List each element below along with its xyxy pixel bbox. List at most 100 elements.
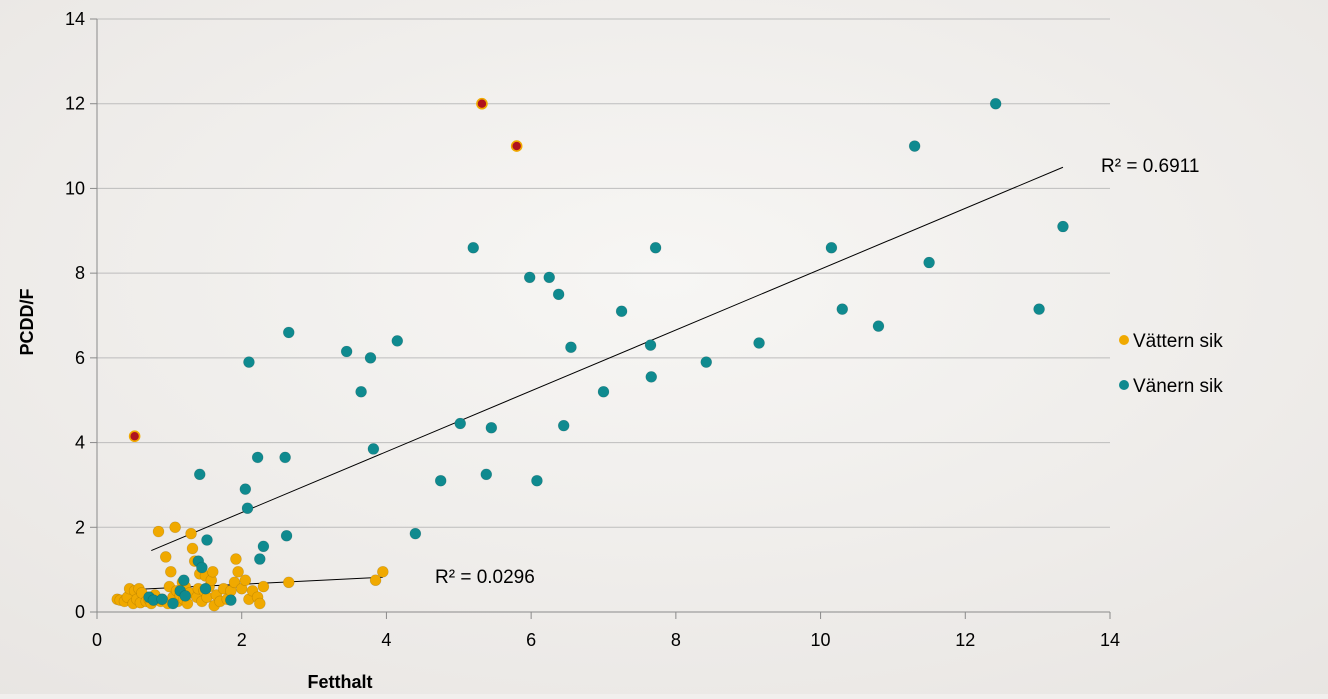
point-vattern-51 [228, 576, 241, 589]
point-vanern-46 [825, 241, 838, 254]
point-vanern-24 [364, 352, 377, 364]
point-vanern-31 [480, 468, 493, 481]
point-vanern-28 [434, 474, 447, 487]
point-vattern-60 [257, 580, 270, 593]
point-vanern-43 [649, 241, 662, 254]
x-tick-label-6: 6 [526, 630, 536, 650]
point-vanern-32 [485, 421, 498, 434]
y-tick-label-8: 8 [75, 263, 85, 283]
x-tick-label-4: 4 [381, 630, 391, 650]
x-tick-label-2: 2 [237, 630, 247, 650]
legend-label-vanern: Vänern sik [1133, 376, 1223, 397]
legend-marker-vanern [1119, 380, 1129, 390]
point-vanern-3 [167, 597, 179, 610]
y-tick-label-4: 4 [75, 433, 85, 453]
point-vattern-63 [377, 565, 389, 578]
legend: Vättern sik Vänern sik [1119, 331, 1223, 397]
data-points [111, 97, 1069, 612]
point-vanern-6 [179, 590, 192, 602]
x-tick-label-10: 10 [811, 630, 831, 650]
point-vanern-21 [282, 326, 295, 339]
point-vanern-50 [923, 256, 935, 269]
point-vanern-9 [196, 561, 208, 574]
point-vanern-33 [523, 271, 536, 284]
r2-label-vattern: R² = 0.0296 [435, 567, 535, 588]
point-vattern-61 [282, 576, 295, 589]
y-tick-label-12: 12 [65, 94, 85, 114]
point-vanern-40 [615, 305, 628, 318]
point-outlier-0 [128, 430, 141, 443]
point-vanern-49 [908, 140, 921, 152]
point-vattern-44 [206, 565, 219, 578]
point-vanern-23 [355, 385, 367, 398]
x-axis-title: Fetthalt [308, 672, 373, 692]
point-vanern-51 [989, 97, 1002, 110]
point-vanern-15 [243, 356, 255, 368]
x-tick-label-12: 12 [955, 630, 975, 650]
point-outlier-2 [510, 140, 523, 152]
point-vanern-34 [531, 474, 543, 487]
point-vanern-17 [254, 553, 266, 565]
legend-marker-vattern [1119, 335, 1129, 345]
point-vanern-29 [454, 417, 467, 430]
point-vanern-14 [241, 502, 254, 515]
x-tick-label-8: 8 [671, 630, 681, 650]
trendline-vanern [151, 166, 1064, 552]
point-vanern-41 [644, 339, 657, 351]
point-vanern-5 [178, 574, 190, 587]
point-vattern-52 [230, 553, 242, 565]
y-tick-label-10: 10 [65, 178, 85, 198]
point-outlier-1 [476, 97, 488, 110]
point-vanern-12 [225, 594, 237, 606]
point-vanern-52 [1033, 303, 1045, 315]
point-vattern-55 [239, 574, 252, 587]
point-vanern-10 [199, 582, 212, 595]
point-vanern-22 [340, 345, 353, 358]
point-vanern-27 [409, 527, 422, 540]
point-vattern-59 [254, 597, 266, 610]
point-vanern-48 [872, 320, 885, 332]
point-vanern-44 [700, 356, 713, 368]
y-tick-label-6: 6 [75, 348, 85, 368]
point-vanern-39 [597, 385, 610, 398]
x-tick-label-0: 0 [92, 630, 102, 650]
axes [90, 18, 1111, 619]
point-vattern-23 [169, 521, 181, 534]
point-vattern-15 [152, 525, 165, 538]
point-vanern-35 [543, 271, 556, 284]
point-vanern-37 [557, 419, 570, 432]
y-axis-title: PCDD/F [17, 288, 37, 355]
point-vanern-42 [645, 371, 658, 383]
point-vanern-11 [201, 534, 213, 546]
point-vanern-20 [280, 529, 293, 542]
point-vanern-18 [257, 540, 270, 553]
point-vattern-21 [165, 565, 177, 578]
point-vanern-8 [193, 468, 206, 481]
point-vanern-30 [467, 241, 480, 254]
point-vanern-13 [239, 483, 252, 495]
y-tick-label-2: 2 [75, 517, 85, 537]
point-vattern-18 [159, 551, 172, 563]
point-vattern-33 [186, 542, 199, 555]
x-tick-label-14: 14 [1100, 630, 1120, 650]
point-vanern-25 [367, 443, 380, 455]
point-vanern-38 [565, 341, 577, 354]
gridlines [97, 18, 1110, 528]
point-vanern-16 [251, 451, 264, 464]
legend-label-vattern: Vättern sik [1133, 331, 1223, 352]
point-vanern-19 [279, 451, 291, 464]
point-vattern-53 [232, 565, 244, 578]
labels: 0 2 4 6 8 10 12 14 0 2 4 6 8 10 12 14 R² = 0.0296 R² = 0.… [65, 9, 1199, 650]
point-vanern-36 [552, 288, 565, 301]
r2-label-vanern: R² = 0.6911 [1101, 156, 1199, 177]
point-vattern-62 [369, 574, 382, 587]
point-vattern-32 [185, 527, 197, 540]
point-vanern-26 [391, 335, 404, 347]
point-vanern-2 [156, 593, 168, 606]
y-tick-label-14: 14 [65, 9, 85, 29]
y-tick-label-0: 0 [75, 602, 85, 622]
point-vanern-53 [1057, 220, 1069, 233]
